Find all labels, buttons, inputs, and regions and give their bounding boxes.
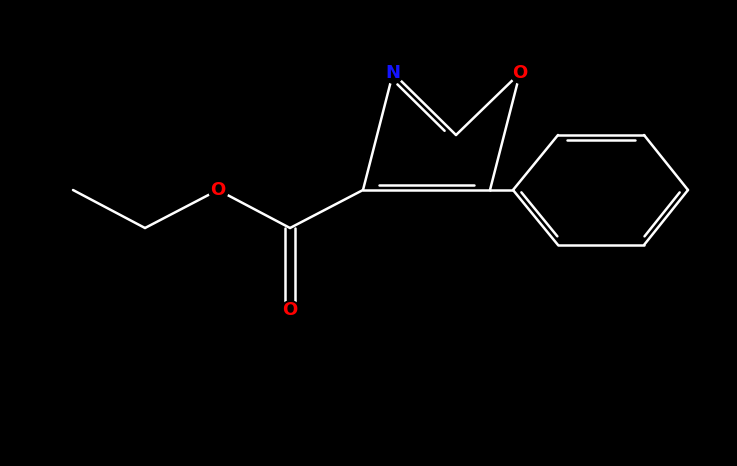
Text: O: O: [210, 181, 226, 199]
Text: O: O: [512, 64, 528, 82]
Text: O: O: [282, 301, 298, 319]
Text: N: N: [385, 64, 400, 82]
